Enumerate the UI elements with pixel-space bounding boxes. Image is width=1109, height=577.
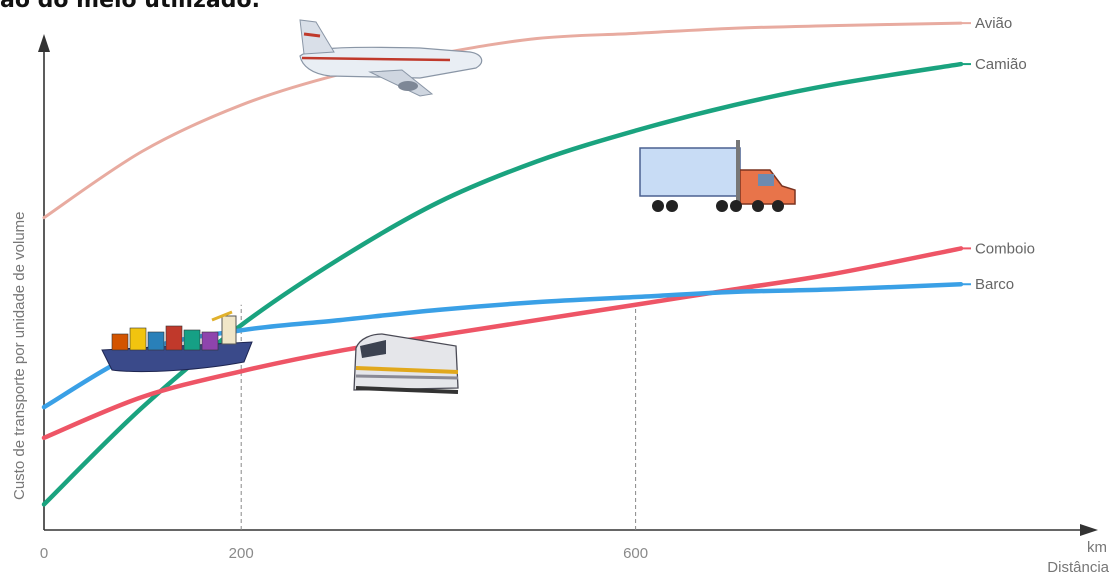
x-axis-arrow: [1080, 524, 1098, 536]
x-axis-label: Distância: [1047, 559, 1109, 576]
series-line-camião: [41, 61, 964, 507]
series-label-2: Comboio: [975, 240, 1035, 257]
series-label-1: Camião: [975, 56, 1027, 73]
reference-lines: [240, 304, 637, 530]
series-line-comboio: [41, 246, 964, 441]
series-labels: Avião Camião Comboio Barco: [960, 15, 1035, 293]
series-label-0: Avião: [975, 15, 1012, 32]
train-icon: [353, 333, 459, 394]
airplane-icon: [299, 19, 483, 97]
x-tick-labels: 0 200 600: [40, 545, 648, 562]
series-line-avião: [42, 21, 963, 220]
x-tick-label-2: 600: [623, 545, 648, 562]
axes: [38, 34, 1098, 536]
vehicle-icons: [101, 19, 796, 394]
truck-icon: [639, 140, 796, 212]
series-layer: [41, 21, 964, 507]
y-axis-arrow: [38, 34, 50, 52]
page-heading-fragment: ão do meio utilizado.: [0, 0, 260, 13]
series-label-3: Barco: [975, 276, 1014, 293]
x-tick-label-1: 200: [229, 545, 254, 562]
x-tick-label-0: 0: [40, 545, 48, 562]
x-axis-unit: km: [1087, 539, 1107, 556]
y-axis-label: Custo de transporte por unidade de volum…: [11, 211, 28, 500]
ship-icon: [101, 310, 253, 373]
